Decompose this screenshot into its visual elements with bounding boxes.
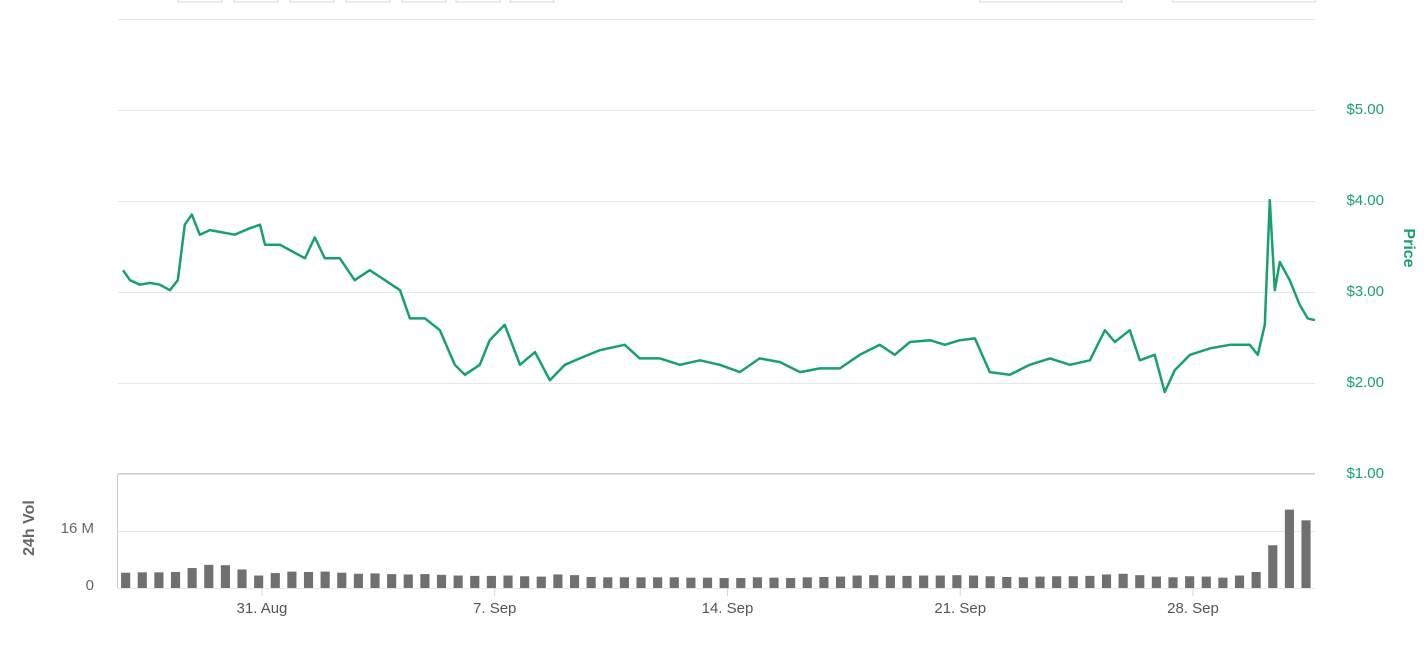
volume-bar <box>204 564 214 588</box>
volume-bar <box>636 577 646 588</box>
y-tick-label: 0 <box>86 577 94 594</box>
volume-bar <box>520 576 530 588</box>
volume-bar <box>653 577 663 588</box>
volume-bar <box>669 577 679 588</box>
volume-bar <box>1201 576 1211 588</box>
volume-bar <box>835 576 846 588</box>
volume-bar <box>1068 576 1078 588</box>
volume-bar <box>287 571 297 588</box>
y-tick-label: $3.00 <box>1346 283 1384 300</box>
y-axis-title: Price <box>1400 228 1417 267</box>
volume-bar <box>470 575 480 588</box>
date-input[interactable] <box>979 0 1123 3</box>
volume-bar <box>1251 571 1261 588</box>
volume-bar <box>1218 577 1228 588</box>
volume-bar <box>985 576 995 588</box>
y-tick-label: $5.00 <box>1346 101 1384 118</box>
y-tick-label: $4.00 <box>1346 192 1384 209</box>
volume-bar <box>403 574 413 588</box>
volume-bar <box>702 577 713 588</box>
date-input[interactable] <box>1172 0 1316 3</box>
volume-bar <box>303 571 314 588</box>
volume-bar <box>885 575 895 588</box>
volume-bar <box>902 575 912 588</box>
volume-bar <box>337 572 347 588</box>
volume-bar <box>935 575 945 588</box>
volume-bar <box>1101 574 1112 588</box>
volume-bar <box>170 571 181 588</box>
x-tick-label: 7. Sep <box>473 600 516 617</box>
volume-bar <box>586 576 596 588</box>
volume-bar <box>1035 576 1045 588</box>
range-button[interactable] <box>289 0 335 3</box>
y-tick-label: $1.00 <box>1346 465 1384 482</box>
volume-bar <box>486 575 496 588</box>
volume-bar <box>1052 576 1062 588</box>
volume-bar <box>121 572 131 588</box>
volume-bar <box>819 576 829 588</box>
volume-bar <box>353 573 363 588</box>
range-button[interactable] <box>401 0 447 3</box>
x-tick-label: 21. Sep <box>934 600 986 617</box>
toolbar <box>177 0 1316 3</box>
range-button[interactable] <box>177 0 223 3</box>
range-button[interactable] <box>509 0 555 3</box>
y-axis-title: 24h Vol <box>21 500 38 556</box>
x-tick-label: 28. Sep <box>1167 600 1219 617</box>
volume-bar <box>852 575 862 588</box>
volume-bar <box>387 574 397 588</box>
volume-bar <box>786 578 796 588</box>
volume-bar <box>1185 576 1195 588</box>
volume-bar <box>952 575 962 588</box>
volume-bar <box>968 575 979 588</box>
volume-bar <box>1085 575 1095 588</box>
y-tick-label: 16 M <box>61 520 94 537</box>
volume-bar <box>919 575 929 588</box>
volume-bar <box>1234 575 1245 588</box>
volume-bar <box>270 573 280 588</box>
volume-bar <box>154 572 164 588</box>
volume-bar <box>320 571 330 588</box>
price-line <box>121 198 1316 394</box>
volume-bar <box>1168 577 1178 588</box>
volume-bar <box>220 565 230 588</box>
volume-bar <box>187 568 197 588</box>
volume-bar <box>1118 573 1128 588</box>
volume-bar <box>1151 576 1161 588</box>
volume-bar <box>752 577 762 588</box>
volume-bar <box>1018 577 1028 588</box>
volume-bar <box>536 576 546 588</box>
volume-bar <box>370 573 380 588</box>
x-tick-label: 31. Aug <box>237 600 288 617</box>
volume-bar <box>553 574 563 588</box>
volume-bar <box>1002 576 1012 588</box>
range-button[interactable] <box>233 0 279 3</box>
volume-bar <box>254 575 264 588</box>
volume-bar <box>1268 545 1278 588</box>
range-button[interactable] <box>345 0 391 3</box>
x-tick-label: 14. Sep <box>702 600 754 617</box>
volume-bar <box>420 574 430 588</box>
volume-bar <box>603 577 613 588</box>
volume-bar <box>137 572 147 588</box>
volume-bar <box>569 575 580 588</box>
volume-bar <box>719 578 729 588</box>
volume-bar <box>802 577 812 588</box>
y-tick-label: $2.00 <box>1346 374 1384 391</box>
volume-bar <box>436 574 447 588</box>
volume-bar <box>619 577 629 588</box>
volume-bar <box>769 577 779 588</box>
volume-bar <box>453 575 463 588</box>
volume-bar <box>1284 509 1294 588</box>
volume-bar <box>686 577 696 588</box>
range-button[interactable] <box>455 0 501 3</box>
volume-bar <box>869 575 879 588</box>
volume-bar <box>237 569 247 588</box>
volume-bar <box>503 575 513 588</box>
volume-bar <box>1135 575 1145 588</box>
volume-bar <box>1301 520 1311 588</box>
volume-bar <box>736 578 746 588</box>
